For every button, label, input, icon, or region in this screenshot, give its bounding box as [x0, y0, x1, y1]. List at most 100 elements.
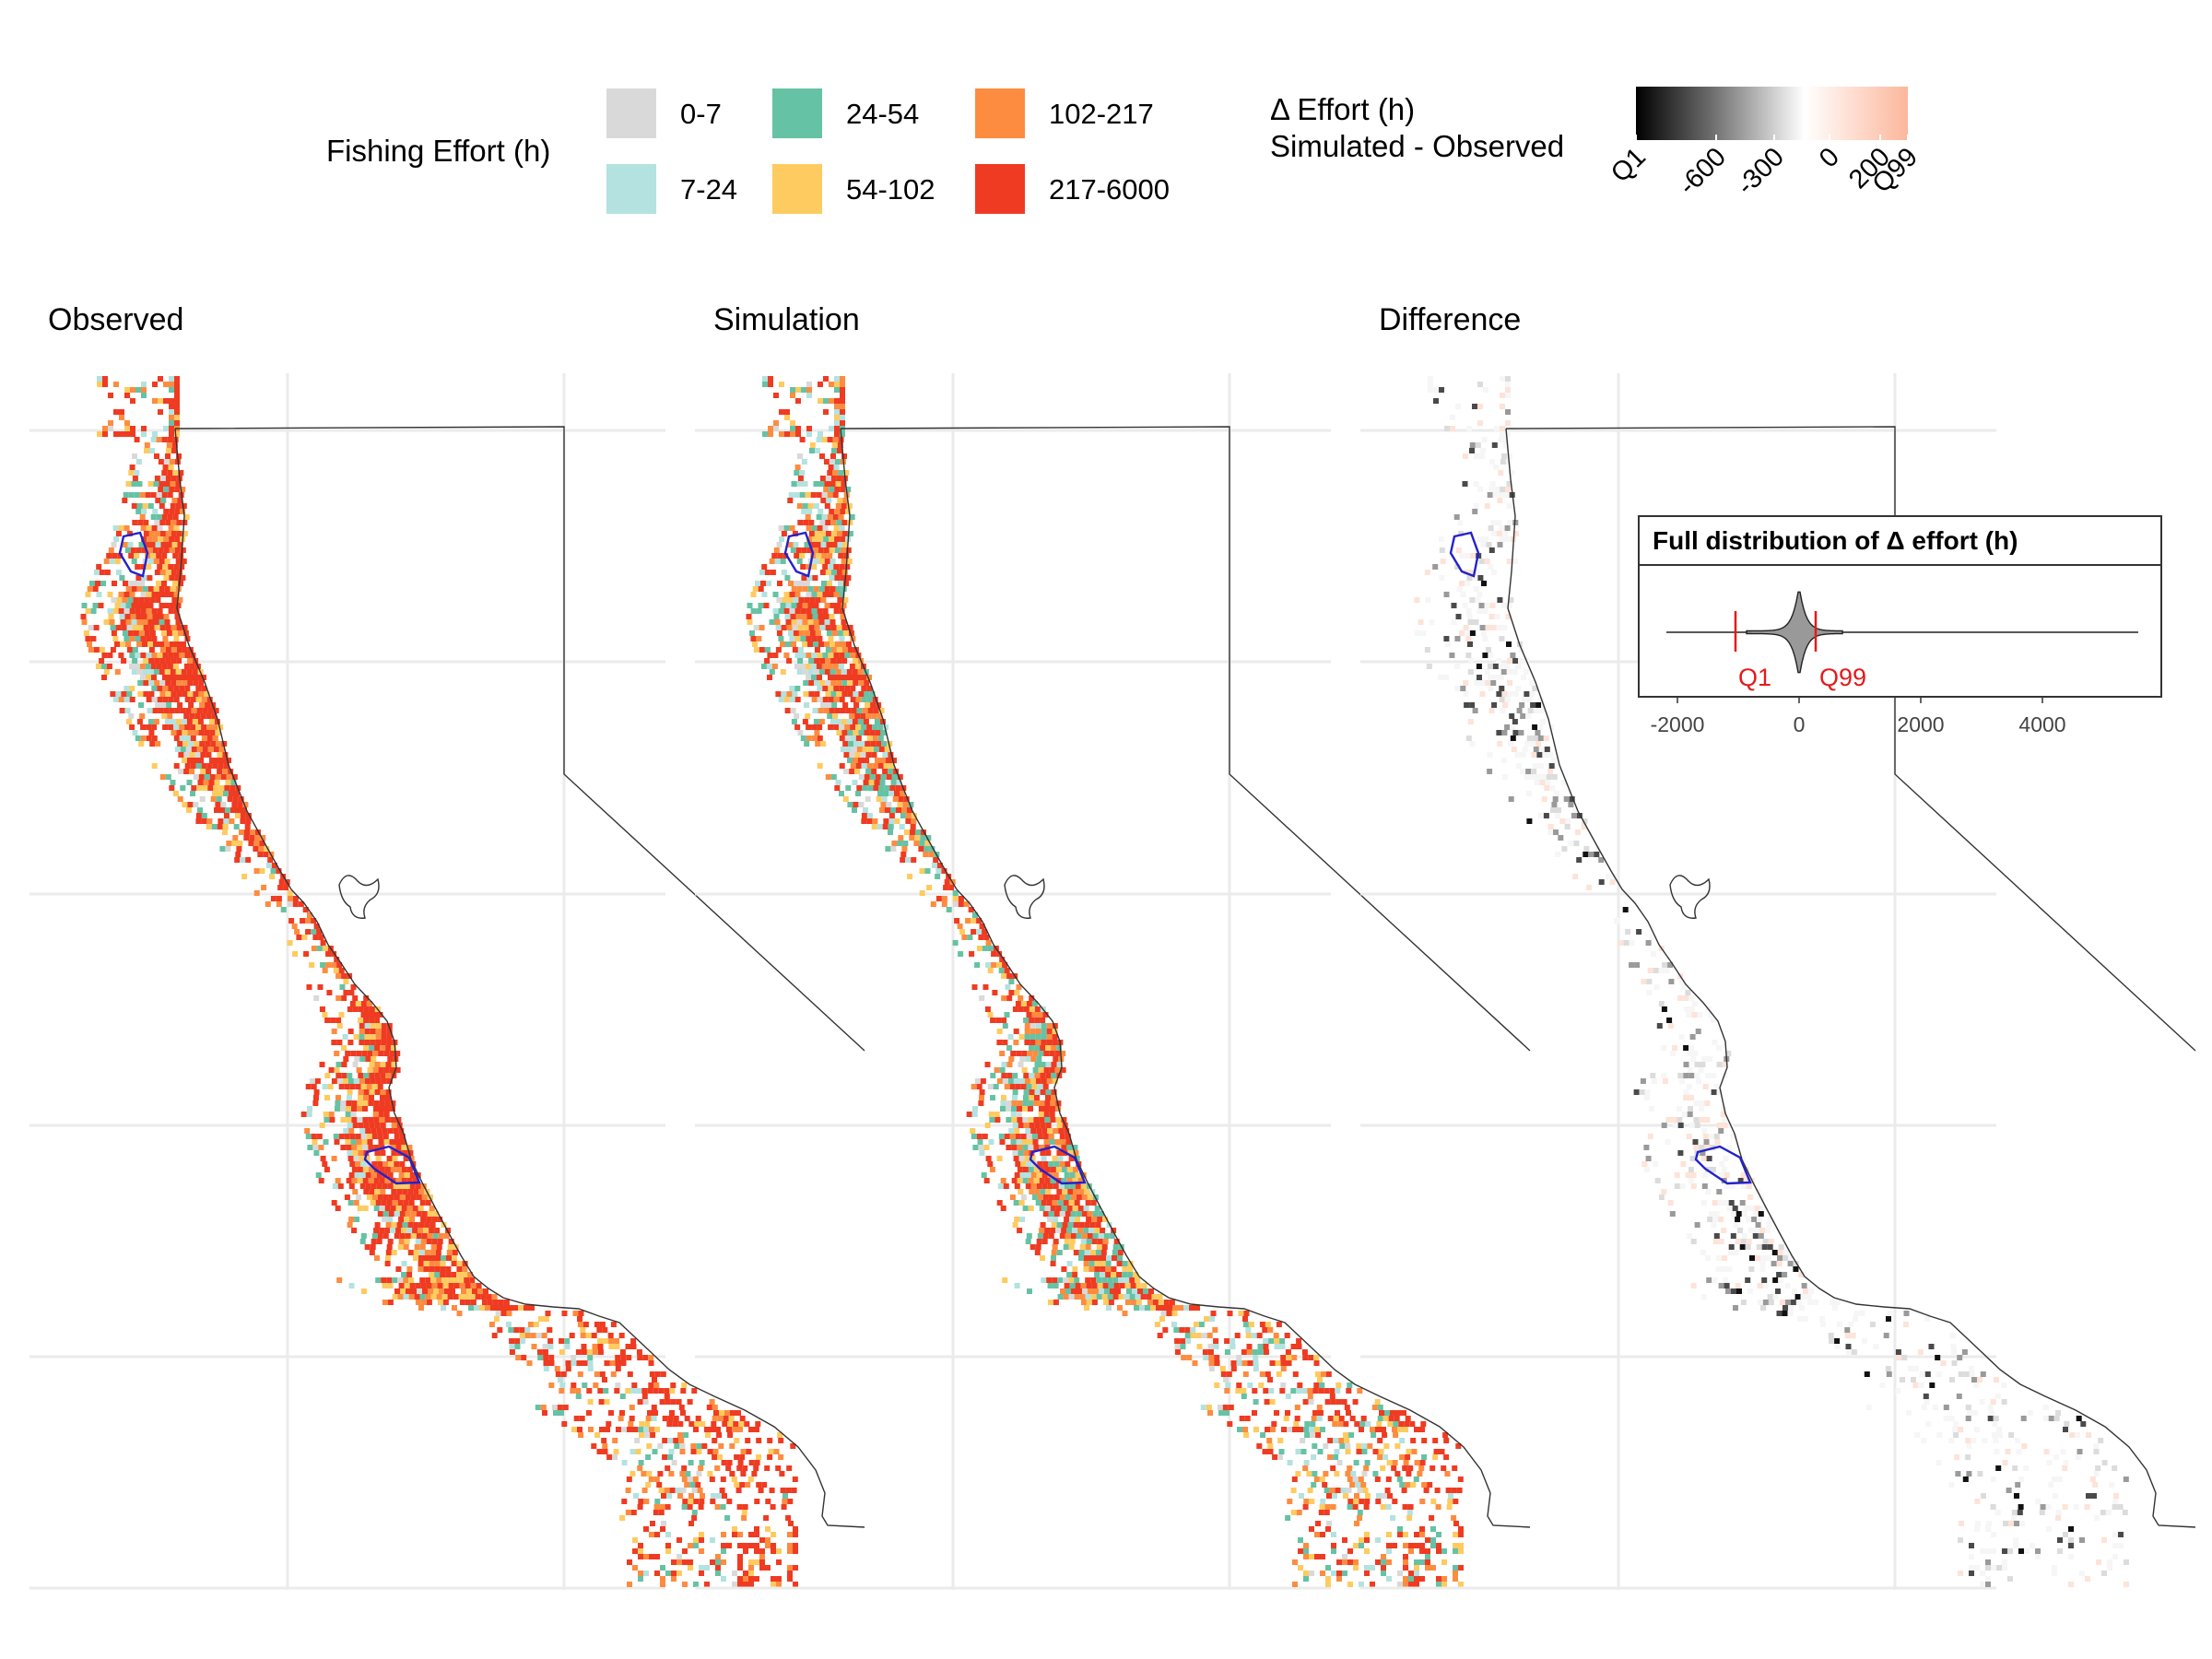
effort-cell: [787, 1576, 793, 1582]
effort-cell: [1016, 1139, 1022, 1145]
effort-cell: [1683, 995, 1689, 1001]
effort-cell: [1124, 1300, 1131, 1305]
effort-cell: [496, 1305, 501, 1311]
effort-cell: [146, 636, 152, 641]
effort-cell: [474, 1305, 479, 1311]
effort-cell: [129, 592, 135, 597]
effort-cell: [784, 431, 790, 437]
effort-cell: [1499, 686, 1505, 691]
effort-cell: [468, 1305, 474, 1311]
effort-cell: [1403, 1565, 1408, 1571]
effort-cell: [1743, 1206, 1749, 1211]
effort-cell: [1236, 1382, 1242, 1388]
effort-cell: [344, 1134, 350, 1139]
effort-cell: [1724, 1283, 1730, 1288]
effort-cell: [340, 1145, 347, 1150]
effort-cell: [1829, 1338, 1835, 1344]
effort-cell: [1455, 614, 1462, 619]
effort-cell: [1407, 1465, 1414, 1471]
effort-cell: [845, 575, 852, 581]
effort-cell: [124, 636, 130, 641]
effort-cell: [1662, 1078, 1668, 1084]
effort-cell: [999, 957, 1006, 962]
effort-cell: [1677, 1150, 1684, 1156]
effort-cell: [1030, 1056, 1037, 1062]
effort-cell: [802, 669, 808, 675]
effort-cell: [1313, 1360, 1320, 1366]
effort-cell: [840, 404, 845, 409]
effort-cell: [1353, 1460, 1359, 1465]
effort-cell: [1520, 769, 1526, 774]
effort-cell: [882, 752, 888, 758]
effort-cell: [919, 868, 925, 874]
effort-cell: [653, 1504, 660, 1510]
effort-cell: [1050, 1100, 1056, 1106]
effort-cell: [153, 641, 159, 647]
effort-cell: [357, 1117, 363, 1123]
effort-cell: [783, 653, 790, 658]
effort-cell: [1331, 1571, 1336, 1576]
effort-cell: [1053, 1161, 1060, 1167]
effort-cell: [1731, 1288, 1736, 1294]
effort-cell: [1529, 691, 1535, 697]
effort-cell: [182, 680, 188, 686]
effort-cell: [813, 481, 819, 487]
effort-cell: [839, 735, 845, 741]
effort-cell: [166, 542, 172, 547]
effort-cell: [1470, 553, 1477, 559]
effort-cell: [129, 653, 135, 658]
effort-cell: [283, 885, 289, 890]
effort-cell: [253, 841, 260, 846]
effort-cell: [668, 1449, 675, 1454]
effort-cell: [119, 708, 125, 713]
effort-cell: [159, 531, 166, 536]
effort-key-label-5: 217-6000: [1049, 173, 1170, 206]
effort-cell: [448, 1283, 454, 1288]
effort-cell: [180, 487, 186, 492]
effort-cell: [876, 796, 882, 802]
effort-cell: [139, 713, 146, 719]
effort-cell: [114, 603, 121, 608]
effort-cell: [1452, 1465, 1458, 1471]
effort-cell: [128, 664, 135, 669]
effort-cell: [1459, 581, 1465, 586]
effort-cell: [219, 846, 226, 852]
effort-cell: [136, 619, 143, 625]
effort-cell: [813, 586, 819, 592]
effort-cell: [782, 597, 788, 603]
effort-cell: [107, 608, 113, 614]
effort-cell: [380, 1073, 386, 1078]
effort-cell: [1488, 564, 1494, 570]
effort-cell: [806, 525, 812, 531]
effort-cell: [1064, 1183, 1070, 1189]
effort-cell: [218, 747, 225, 752]
effort-cell: [793, 597, 799, 603]
effort-cell: [357, 1145, 363, 1150]
effort-cell: [169, 426, 174, 431]
effort-cell: [635, 1449, 641, 1454]
effort-cell: [384, 1167, 391, 1172]
effort-cell: [171, 625, 177, 630]
effort-cell: [1700, 1156, 1707, 1161]
effort-cell: [1419, 1526, 1425, 1532]
effort-cell: [878, 747, 885, 752]
effort-cell: [1446, 1504, 1453, 1510]
effort-cell: [412, 1228, 418, 1233]
effort-cell: [853, 802, 859, 807]
effort-cell: [560, 1371, 567, 1377]
effort-cell: [559, 1382, 566, 1388]
effort-cell: [173, 608, 180, 614]
effort-cell: [1214, 1355, 1220, 1360]
effort-cell: [212, 735, 218, 741]
effort-cell: [653, 1388, 659, 1394]
effort-cell: [592, 1344, 598, 1349]
effort-cell: [602, 1449, 608, 1454]
effort-cell: [103, 669, 110, 675]
effort-cell: [646, 1443, 653, 1449]
effort-cell: [867, 747, 874, 752]
effort-cell: [1327, 1454, 1334, 1460]
effort-cell: [1055, 1106, 1061, 1112]
effort-cell: [1374, 1477, 1381, 1482]
effort-cell: [1487, 492, 1493, 498]
effort-cell: [1073, 1222, 1079, 1228]
